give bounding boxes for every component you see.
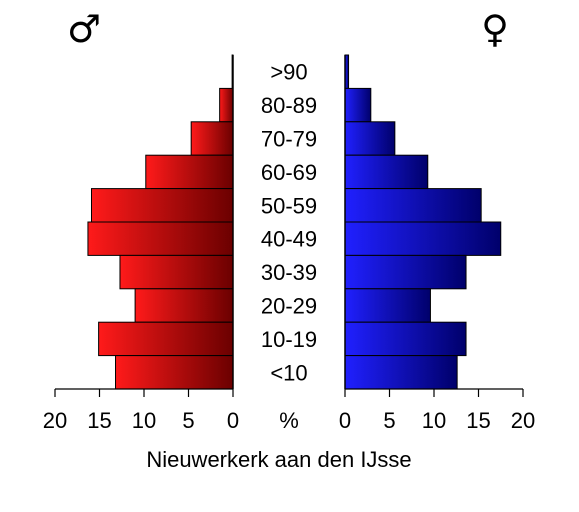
male-x-tick-label-2: 10 <box>132 408 156 433</box>
female-x-tick-label-1: 5 <box>383 408 395 433</box>
female-bar-2 <box>344 121 396 156</box>
category-label-0: >90 <box>270 60 307 85</box>
axis-unit-label: % <box>279 408 299 433</box>
category-label-6: 30-39 <box>261 260 317 285</box>
male-bar-4 <box>90 188 234 223</box>
female-bar-3 <box>344 154 429 190</box>
category-label-9: <10 <box>270 360 307 385</box>
male-x-tick-label-1: 5 <box>182 408 194 433</box>
female-bar-8 <box>344 321 467 357</box>
male-bar-2 <box>190 121 234 156</box>
female-symbol-icon: ♀ <box>481 7 509 51</box>
female-bar-4 <box>344 188 482 223</box>
female-x-tick-label-2: 10 <box>422 408 446 433</box>
female-bar-5 <box>344 221 502 256</box>
male-x-tick-label-4: 20 <box>43 408 67 433</box>
x-axes: 0 0 5 5 10 10 15 15 20 20 <box>43 388 535 433</box>
female-x-tick-label-0: 0 <box>339 408 351 433</box>
female-bar-7 <box>344 288 431 323</box>
category-labels: >90 80-89 70-79 60-69 50-59 40-49 30-39 20-29 10… <box>261 60 317 386</box>
category-label-1: 80-89 <box>261 93 317 118</box>
female-bar-6 <box>344 254 467 290</box>
category-label-8: 10-19 <box>261 327 317 352</box>
category-label-5: 40-49 <box>261 227 317 252</box>
category-label-7: 20-29 <box>261 294 317 319</box>
male-bar-7 <box>134 288 234 323</box>
category-label-3: 60-69 <box>261 160 317 185</box>
male-bar-6 <box>119 254 234 290</box>
chart-title: Nieuwerkerk aan den IJsse <box>146 447 411 472</box>
male-bar-9 <box>115 355 234 390</box>
male-symbol-icon: ♂ <box>67 7 101 51</box>
male-x-tick-label-3: 15 <box>87 408 111 433</box>
category-label-2: 70-79 <box>261 127 317 152</box>
male-bar-1 <box>219 87 234 123</box>
category-label-4: 50-59 <box>261 193 317 218</box>
female-bar-9 <box>344 355 458 390</box>
male-bar-3 <box>145 154 234 190</box>
male-bar-8 <box>98 321 234 357</box>
female-x-tick-label-3: 15 <box>466 408 490 433</box>
male-bar-5 <box>87 221 234 256</box>
female-bar-1 <box>344 87 372 123</box>
female-x-tick-label-4: 20 <box>511 408 535 433</box>
male-x-tick-label-0: 0 <box>227 408 239 433</box>
